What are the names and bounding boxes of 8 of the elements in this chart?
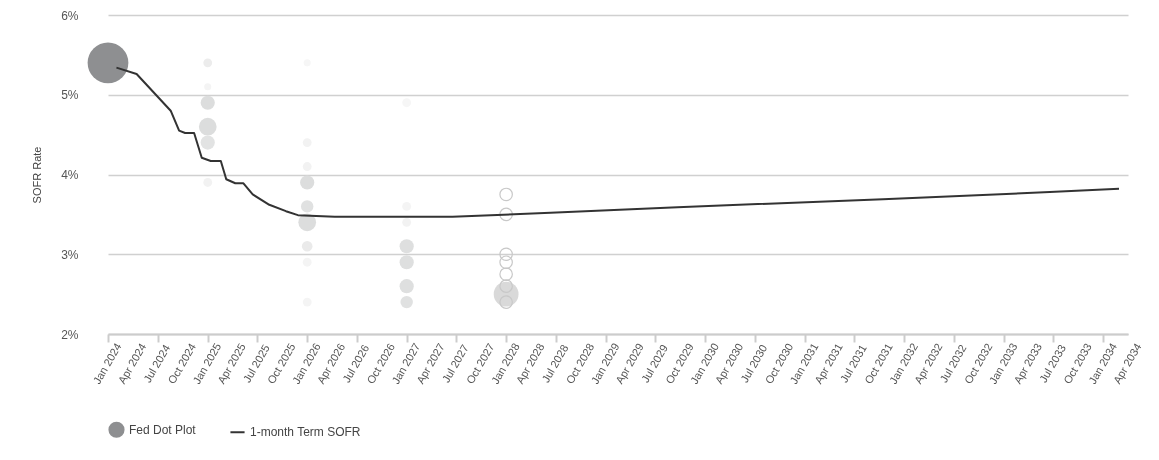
y-tick-label: 2% xyxy=(61,327,79,342)
legend-label: Fed Dot Plot xyxy=(129,422,197,437)
y-tick-label: 3% xyxy=(61,247,79,262)
y-tick-label: 6% xyxy=(61,8,79,23)
y-axis-title: SOFR Rate xyxy=(31,146,44,204)
legend-label: 1-month Term SOFR xyxy=(250,425,361,440)
y-tick-label: 5% xyxy=(61,88,79,103)
y-tick-label: 4% xyxy=(61,168,79,182)
